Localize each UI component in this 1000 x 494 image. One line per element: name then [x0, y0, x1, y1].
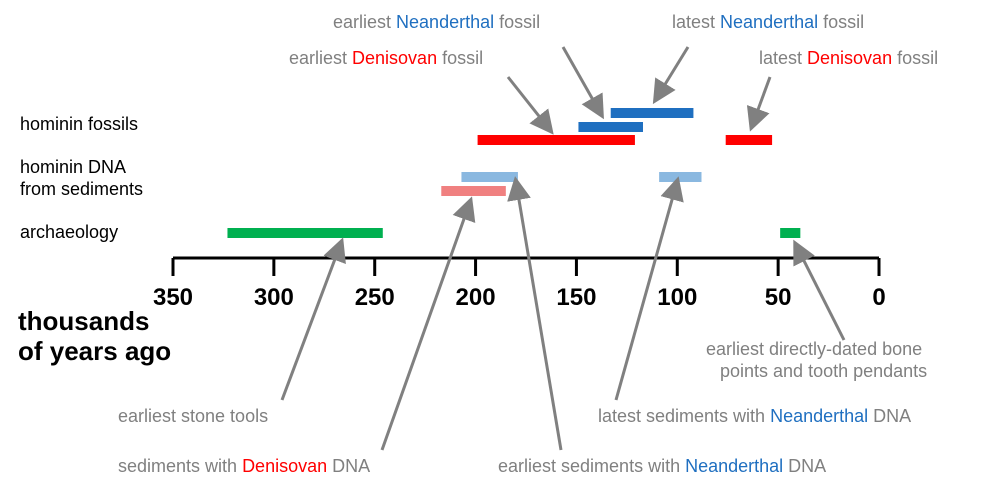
- bone-points-bar: [780, 228, 801, 238]
- arrow-earliest-stone-tools: [280, 237, 346, 401]
- axis-tick-label-350: 350: [153, 284, 193, 311]
- annotation-arrows: [280, 46, 846, 451]
- label-latest-sediments-neanderthal: latest sediments with Neanderthal DNA: [598, 406, 911, 426]
- earliest-stone-tools-bar: [227, 228, 383, 238]
- arrow-earliest-sediments-neanderthal: [507, 176, 563, 451]
- label-sediments-denisovan: sediments with Denisovan DNA: [118, 456, 370, 476]
- label-earliest-denisovan-fossil: earliest Denisovan fossil: [289, 48, 483, 68]
- axis-tick-label-300: 300: [254, 284, 294, 311]
- arrow-latest-neanderthal-fossil: [652, 46, 690, 105]
- axis-tick-label-250: 250: [355, 284, 395, 311]
- axis-tick-label-100: 100: [657, 284, 697, 311]
- axis-tick-label-0: 0: [872, 284, 885, 311]
- axis-tick-label-150: 150: [556, 284, 596, 311]
- label-bone-points-line2: points and tooth pendants: [720, 361, 927, 381]
- axis-title-line1: thousands: [18, 306, 149, 336]
- axis-tick-label-200: 200: [456, 284, 496, 311]
- arrow-latest-denisovan-fossil: [746, 76, 772, 132]
- timeline-bars: [227, 108, 801, 238]
- row-label-hominin-dna-line2: from sediments: [20, 179, 143, 199]
- label-earliest-stone-tools: earliest stone tools: [118, 406, 268, 426]
- arrow-earliest-denisovan-fossil: [506, 76, 554, 135]
- neanderthal-sediment-bar-early: [461, 172, 518, 182]
- time-axis: 350 300 250 200 150 100 50 0: [153, 256, 886, 311]
- label-latest-denisovan-fossil: latest Denisovan fossil: [759, 48, 938, 68]
- label-earliest-neanderthal-fossil: earliest Neanderthal fossil: [333, 12, 540, 32]
- arrow-sediments-denisovan: [380, 196, 476, 451]
- denisovan-sediment-bar: [441, 186, 506, 196]
- latest-neanderthal-fossil-bar: [610, 108, 694, 118]
- row-label-hominin-fossils: hominin fossils: [20, 114, 138, 134]
- label-earliest-sediments-neanderthal: earliest sediments with Neanderthal DNA: [498, 456, 826, 476]
- axis-title-line2: of years ago: [18, 336, 171, 366]
- arrow-bone-points: [793, 239, 846, 341]
- arrow-latest-sediments-neanderthal: [614, 176, 684, 401]
- axis-tick-label-50: 50: [765, 284, 792, 311]
- label-latest-neanderthal-fossil: latest Neanderthal fossil: [672, 12, 864, 32]
- earliest-neanderthal-fossil-bar: [578, 122, 643, 132]
- row-label-archaeology: archaeology: [20, 222, 118, 242]
- earliest-denisovan-fossil-bar: [477, 135, 635, 145]
- neanderthal-sediment-bar-late: [659, 172, 702, 182]
- arrow-earliest-neanderthal-fossil: [561, 46, 604, 120]
- latest-denisovan-fossil-bar: [725, 135, 773, 145]
- row-label-hominin-dna-line1: hominin DNA: [20, 157, 126, 177]
- label-bone-points-line1: earliest directly-dated bone: [706, 339, 922, 359]
